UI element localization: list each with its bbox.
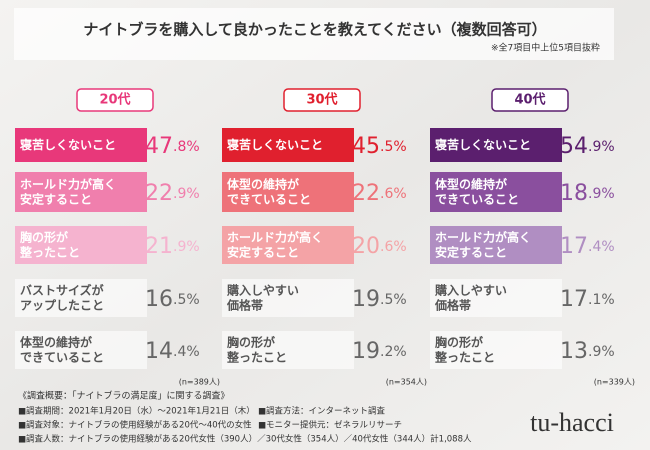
- value-label: 13.9%: [560, 339, 615, 364]
- value-label: 21.9%: [145, 234, 200, 259]
- survey-line: ■調査人数：ナイトブラの使用経験がある20代女性（390人）／30代女性（354…: [18, 434, 472, 445]
- value-label: 47.8%: [145, 134, 200, 159]
- category-label: 購入しやすい価格帯: [226, 282, 299, 312]
- value-label: 45.5%: [352, 134, 407, 159]
- value-label: 17.4%: [560, 234, 615, 259]
- bar: [15, 279, 147, 317]
- bar: [430, 128, 562, 162]
- note: ※全7項目中上位5項目抜粋: [491, 42, 600, 54]
- category-label: ホールド力が高く安定すること: [227, 229, 323, 259]
- bar: [430, 172, 562, 212]
- survey-line: ■調査対象：ナイトブラの使用経験がある20代～40代の女性: [18, 420, 252, 431]
- sample-size: (n=389人): [179, 378, 220, 387]
- bar: [222, 226, 354, 264]
- category-label: ホールド力が高く安定すること: [435, 229, 531, 259]
- value-label: 22.6%: [352, 181, 407, 206]
- survey-heading: 《調査概要：「ナイトブラの満足度」に関する調査》: [18, 390, 230, 402]
- title-panel: [14, 8, 614, 60]
- category-label: 体型の維持ができていること: [435, 176, 519, 206]
- value-label: 19.5%: [352, 287, 407, 312]
- value-label: 16.5%: [145, 287, 200, 312]
- bar: [15, 128, 147, 162]
- age-badge: [491, 88, 569, 112]
- value-label: 19.2%: [352, 339, 407, 364]
- bar: [222, 172, 354, 212]
- age-badge: [283, 88, 361, 112]
- bar: [15, 172, 147, 212]
- sample-size: (n=339人): [594, 378, 635, 387]
- category-label: 寝苦しくないこと: [20, 137, 116, 152]
- category-label: 胸の形が整ったこと: [226, 334, 287, 364]
- bar: [222, 279, 354, 317]
- bar: [222, 128, 354, 162]
- value-label: 22.9%: [145, 181, 200, 206]
- bar: [430, 331, 562, 369]
- survey-line: ■調査期間：2021年1月20日（水）～2021年1月21日（木）: [18, 406, 255, 417]
- bar: [15, 226, 147, 264]
- age-label: 20代: [99, 92, 130, 108]
- value-label: 20.6%: [352, 234, 407, 259]
- category-label: 寝苦しくないこと: [227, 137, 323, 152]
- category-label: ホールド力が高く安定すること: [20, 176, 116, 206]
- bar: [222, 331, 354, 369]
- value-label: 54.9%: [560, 134, 615, 159]
- logo: tu-hacci: [530, 408, 614, 437]
- bar: [15, 331, 147, 369]
- value-label: 14.4%: [145, 339, 200, 364]
- age-label: 30代: [306, 92, 337, 108]
- category-label: バストサイズがアップしたこと: [20, 282, 104, 312]
- value-label: 17.1%: [560, 287, 615, 312]
- age-badge: [76, 88, 154, 112]
- category-label: 体型の維持ができていること: [227, 176, 311, 206]
- category-label: 体型の維持ができていること: [20, 334, 104, 364]
- title: ナイトブラを購入して良かったことを教えてください（複数回答可）: [83, 21, 546, 39]
- category-label: 寝苦しくないこと: [435, 137, 531, 152]
- value-label: 18.9%: [560, 181, 615, 206]
- sample-size: (n=354人): [386, 378, 427, 387]
- bar: [430, 279, 562, 317]
- bar: [430, 226, 562, 264]
- survey-line: ■調査方法：インターネット調査: [258, 406, 386, 417]
- category-label: 胸の形が整ったこと: [434, 334, 495, 364]
- survey-line: ■モニター提供元：ゼネラルリサーチ: [258, 420, 402, 431]
- category-label: 購入しやすい価格帯: [434, 282, 507, 312]
- category-label: 胸の形が整ったこと: [19, 229, 80, 259]
- age-label: 40代: [514, 92, 545, 108]
